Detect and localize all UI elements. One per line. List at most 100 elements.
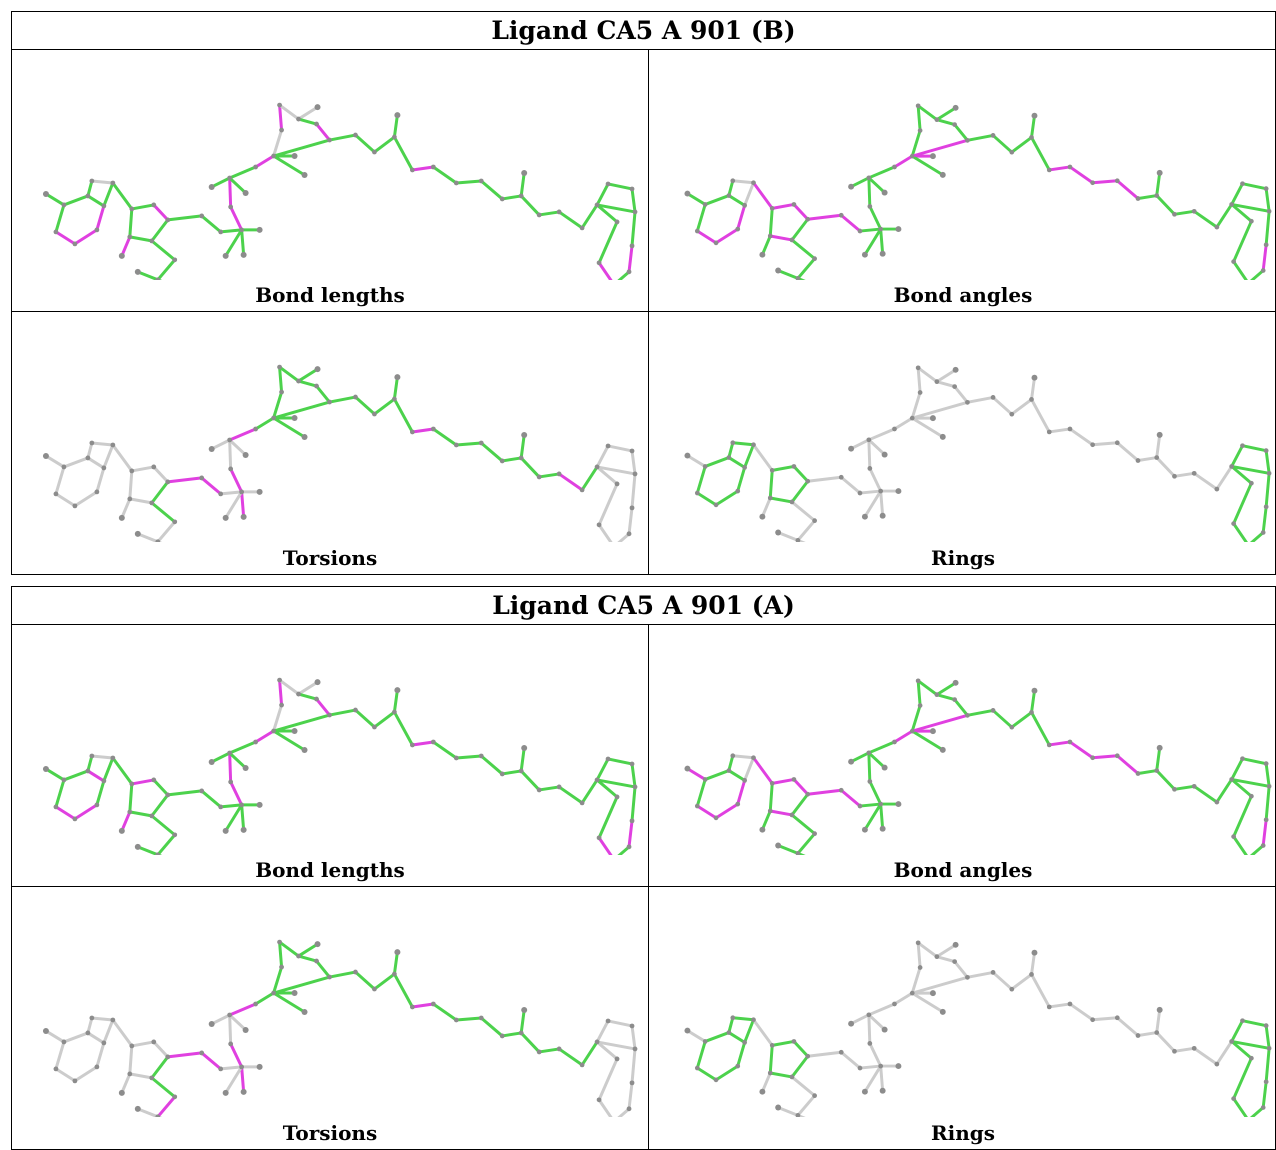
bond-line <box>632 451 635 474</box>
atom-marker <box>149 238 154 243</box>
atom-marker <box>935 379 940 384</box>
atom-marker <box>1032 688 1038 694</box>
atom-marker <box>880 251 886 257</box>
atom-marker <box>89 1016 94 1021</box>
atom-marker <box>839 788 844 793</box>
atom-marker <box>239 803 244 808</box>
atom-marker <box>223 253 229 259</box>
bond-line <box>967 397 993 402</box>
bond-line <box>230 753 246 768</box>
atom-marker <box>790 1075 795 1080</box>
atom-marker <box>630 505 635 510</box>
atom-marker <box>557 1047 562 1052</box>
atom-marker <box>930 990 936 996</box>
bond-line <box>918 106 937 120</box>
bond-line <box>1242 184 1266 189</box>
bond-line <box>1070 1004 1093 1020</box>
bond-line <box>851 753 869 762</box>
bond-line <box>798 278 827 280</box>
bond-line <box>152 503 175 522</box>
atom-marker <box>277 678 282 683</box>
atom-marker <box>1267 784 1272 789</box>
bond-line <box>152 241 175 260</box>
atom-marker <box>239 228 244 233</box>
bond-line <box>138 847 158 855</box>
atom-marker <box>1157 170 1163 176</box>
atom-marker <box>394 687 400 693</box>
torsions-view: Torsions <box>12 312 649 574</box>
atom-marker <box>1229 464 1234 469</box>
bond-line <box>274 967 282 993</box>
atom-marker <box>314 122 319 127</box>
atom-marker <box>454 756 459 761</box>
bond-line <box>1217 779 1232 802</box>
atom-marker <box>935 117 940 122</box>
atom-marker <box>580 1063 585 1068</box>
bond-line <box>299 944 318 956</box>
atom-marker <box>101 779 106 784</box>
bond-line <box>274 156 305 175</box>
bond-line <box>113 758 132 784</box>
atom-marker <box>241 252 247 258</box>
atom-marker <box>1267 1046 1272 1051</box>
bond-line <box>212 440 230 449</box>
bond-line <box>230 753 231 782</box>
atom-marker <box>129 207 134 212</box>
bond-line <box>1234 524 1249 542</box>
bond-line <box>394 377 397 399</box>
bond-line <box>772 1041 794 1045</box>
bond-line <box>433 429 456 445</box>
bond-line <box>894 418 912 429</box>
bond-line <box>1217 204 1232 227</box>
ligand-structure-diagram <box>12 887 648 1117</box>
atom-marker <box>253 740 258 745</box>
bond-line <box>1032 953 1035 975</box>
atom-marker <box>296 954 301 959</box>
bond-line <box>1117 1018 1138 1036</box>
bond-line <box>280 680 282 705</box>
atom-marker <box>918 703 923 708</box>
bond-line <box>770 470 772 498</box>
atom-marker <box>1032 113 1038 119</box>
bond-line <box>317 124 330 140</box>
bond-line <box>317 699 330 715</box>
atom-marker <box>1115 1015 1120 1020</box>
atom-marker <box>892 165 897 170</box>
atom-marker <box>714 1078 719 1083</box>
atom-marker <box>735 802 740 807</box>
bond-line <box>865 804 881 830</box>
bond-line <box>869 1015 870 1044</box>
bond-line <box>231 1044 242 1067</box>
atom-marker <box>714 503 719 508</box>
atom-marker <box>394 949 400 955</box>
atom-marker <box>353 133 358 138</box>
bond-line <box>1032 378 1035 400</box>
atom-marker <box>866 750 871 755</box>
atom-marker <box>129 469 134 474</box>
bond-line <box>168 1053 202 1057</box>
atom-marker <box>73 816 78 821</box>
atom-marker <box>695 1066 700 1071</box>
bond-line <box>1032 712 1050 745</box>
atom-marker <box>866 1012 871 1017</box>
bond-line <box>798 521 815 541</box>
atom-marker <box>227 176 232 181</box>
bond-line <box>46 1031 64 1042</box>
atom-marker <box>1154 1030 1159 1035</box>
bond-line <box>582 467 597 490</box>
bond-line <box>274 418 305 437</box>
bond-line <box>632 212 635 246</box>
bond-line <box>1263 245 1266 271</box>
atom-marker <box>751 180 756 185</box>
bond-line <box>64 771 88 780</box>
atom-marker <box>110 443 115 448</box>
bond-line <box>841 790 860 806</box>
atom-marker <box>165 218 170 223</box>
atom-marker <box>940 172 946 178</box>
bond-line <box>1174 211 1194 214</box>
atom-marker <box>239 1065 244 1070</box>
bond-line <box>870 206 881 229</box>
bond-line <box>274 731 305 750</box>
atom-marker <box>726 768 731 773</box>
atom-marker <box>1192 209 1197 214</box>
